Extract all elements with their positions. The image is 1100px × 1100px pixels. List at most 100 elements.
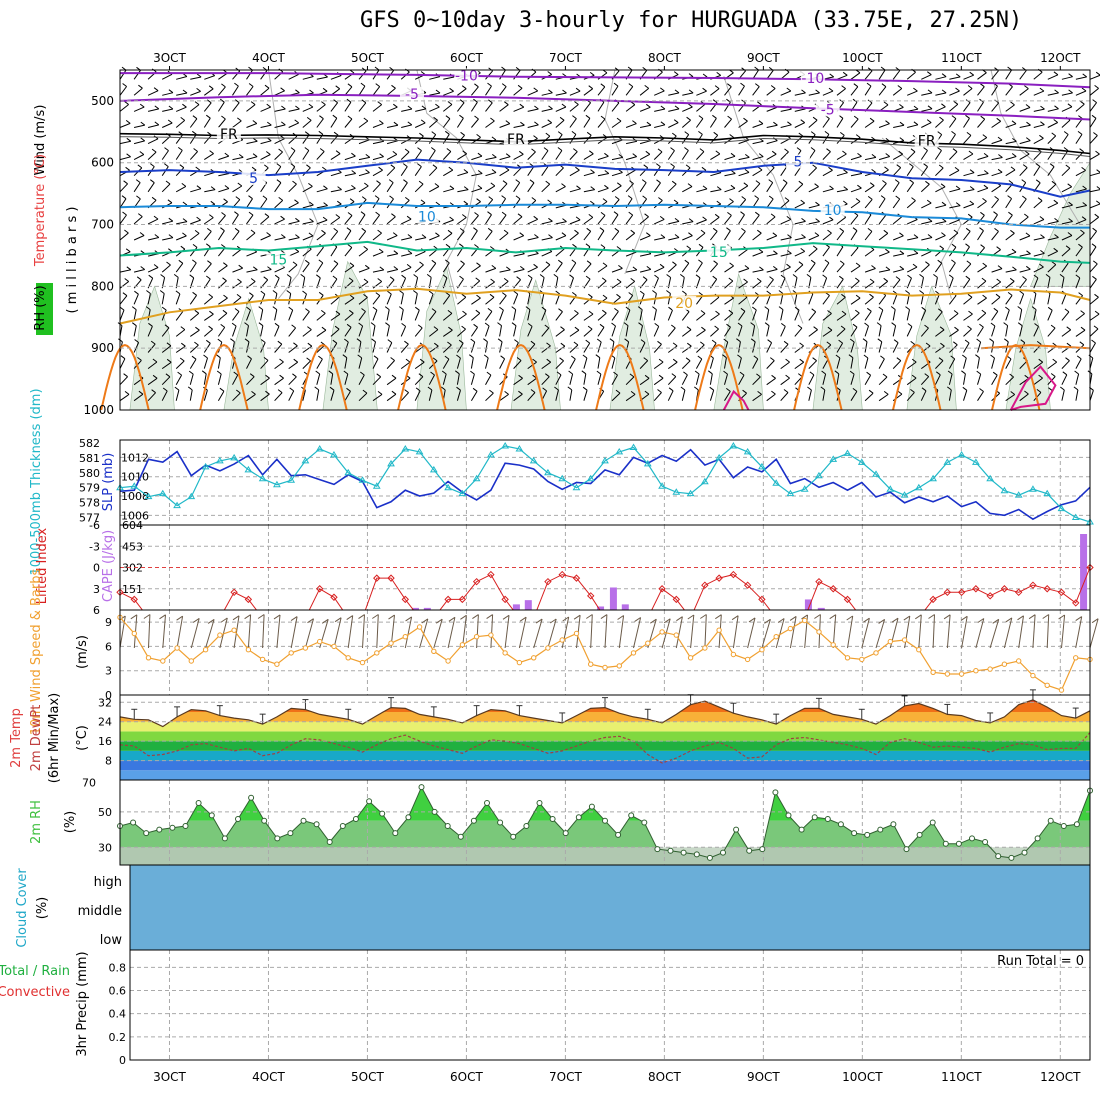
wind-barb [963, 88, 973, 96]
wind-barb [724, 280, 734, 289]
wind-barb [344, 101, 352, 112]
wind10m-unit: (m/s) [75, 635, 90, 669]
li-point [929, 595, 937, 604]
wind-barb-flag [357, 354, 363, 359]
wind-barb [794, 237, 806, 241]
wind-barb [682, 345, 692, 353]
rh-point [929, 819, 936, 826]
wind-barb-flag [148, 274, 153, 279]
wind-barb-flag [293, 342, 298, 347]
wind-barb [850, 297, 861, 305]
wind-barb [1019, 140, 1031, 145]
wind-barb-flag [654, 274, 659, 279]
wind-barb-flag [1025, 232, 1031, 237]
wind-barb-flag [1067, 103, 1073, 108]
wind-barb-flag [744, 153, 750, 158]
rh-point [811, 814, 818, 821]
wind-barb [119, 69, 127, 80]
thickness-point [529, 456, 538, 464]
wind-barb-flag [1077, 130, 1083, 135]
wind-barb-flag [657, 148, 663, 153]
wind10m-barb [1061, 614, 1066, 649]
wind-barb-flag [786, 215, 792, 220]
wind-barb [1047, 122, 1058, 128]
wind-barb [499, 214, 507, 225]
wind-barb-flag [941, 73, 947, 78]
wind-barb-flag [194, 309, 200, 314]
thickness-point [772, 479, 781, 486]
wind-barb [330, 189, 342, 193]
wind-barb-flag [787, 250, 792, 254]
wind-barb [949, 90, 960, 96]
wind-barb-flag [161, 306, 167, 311]
wind-barb-flag [756, 229, 762, 234]
wind-barb-flag [333, 131, 339, 136]
wind-barb [203, 328, 213, 337]
wind10m-point [359, 659, 366, 666]
wind-barb [133, 182, 141, 193]
wind-barb [260, 124, 272, 128]
wind-barb-flag [263, 356, 269, 361]
wind-barb-flag [150, 179, 155, 184]
wind-barb [1061, 277, 1065, 289]
wind-barb-flag [421, 105, 427, 110]
wind-barb [175, 167, 185, 177]
wind-barb [147, 361, 158, 370]
wind-barb [1019, 124, 1031, 128]
wind-barb [1019, 325, 1023, 337]
wind-barb-flag [462, 150, 468, 155]
wind-barb [189, 104, 200, 112]
thickness-point [786, 489, 795, 497]
isotherm-pos25 [199, 344, 249, 411]
thickness-point [1057, 504, 1066, 512]
wind-barb [963, 172, 975, 177]
wind-barb-flag [391, 84, 396, 89]
wind-barb [443, 188, 455, 193]
wind-barb [372, 281, 383, 289]
wind-barb-flag [716, 186, 722, 191]
wind-barb [935, 119, 944, 128]
wind-barb [949, 169, 960, 177]
wind-barb-flag [295, 89, 300, 94]
wind-barb [274, 237, 286, 241]
wind-barb-flag [321, 166, 327, 171]
wind-barb [907, 219, 918, 225]
wind-barb-flag [575, 166, 580, 171]
wind-barb [583, 328, 593, 337]
upper-pressure-label: ( m i l l i b a r s ) [65, 207, 80, 314]
wind-barb [189, 373, 194, 385]
wind-barb [541, 310, 547, 321]
wind-barb [625, 123, 637, 128]
wind-barb [1033, 293, 1037, 305]
rh-point [352, 816, 359, 822]
wind-barb [386, 167, 396, 177]
wind-barb [302, 221, 314, 225]
wind-barb-flag [726, 98, 731, 103]
wind-barb [217, 390, 225, 401]
wind-barb-flag [431, 259, 437, 264]
wind10m-barb-flag [372, 614, 379, 619]
rh-point [955, 840, 962, 847]
wind-barb [935, 92, 947, 96]
wind-barb [414, 122, 426, 128]
wind-barb-flag [292, 373, 297, 378]
wind-barb [667, 135, 677, 144]
wind-barb [667, 345, 678, 353]
wind-barb-flag [809, 371, 815, 376]
wind-barb-flag [276, 179, 282, 184]
wind-barb [470, 391, 478, 401]
wind-barb-flag [1004, 306, 1010, 311]
wind-barb-flag [364, 264, 370, 269]
wind-barb [583, 216, 594, 225]
wind-barb [288, 264, 298, 273]
rh-point [221, 835, 228, 842]
wind-barb [513, 87, 523, 96]
wind-barb [400, 309, 404, 321]
wind-barb [583, 134, 592, 144]
wind-barb [906, 377, 917, 386]
wind-barb [175, 293, 181, 305]
wind-barb [316, 151, 325, 160]
wind-barb [850, 187, 862, 193]
wind-barb [724, 391, 731, 401]
wind-barb [836, 313, 847, 321]
